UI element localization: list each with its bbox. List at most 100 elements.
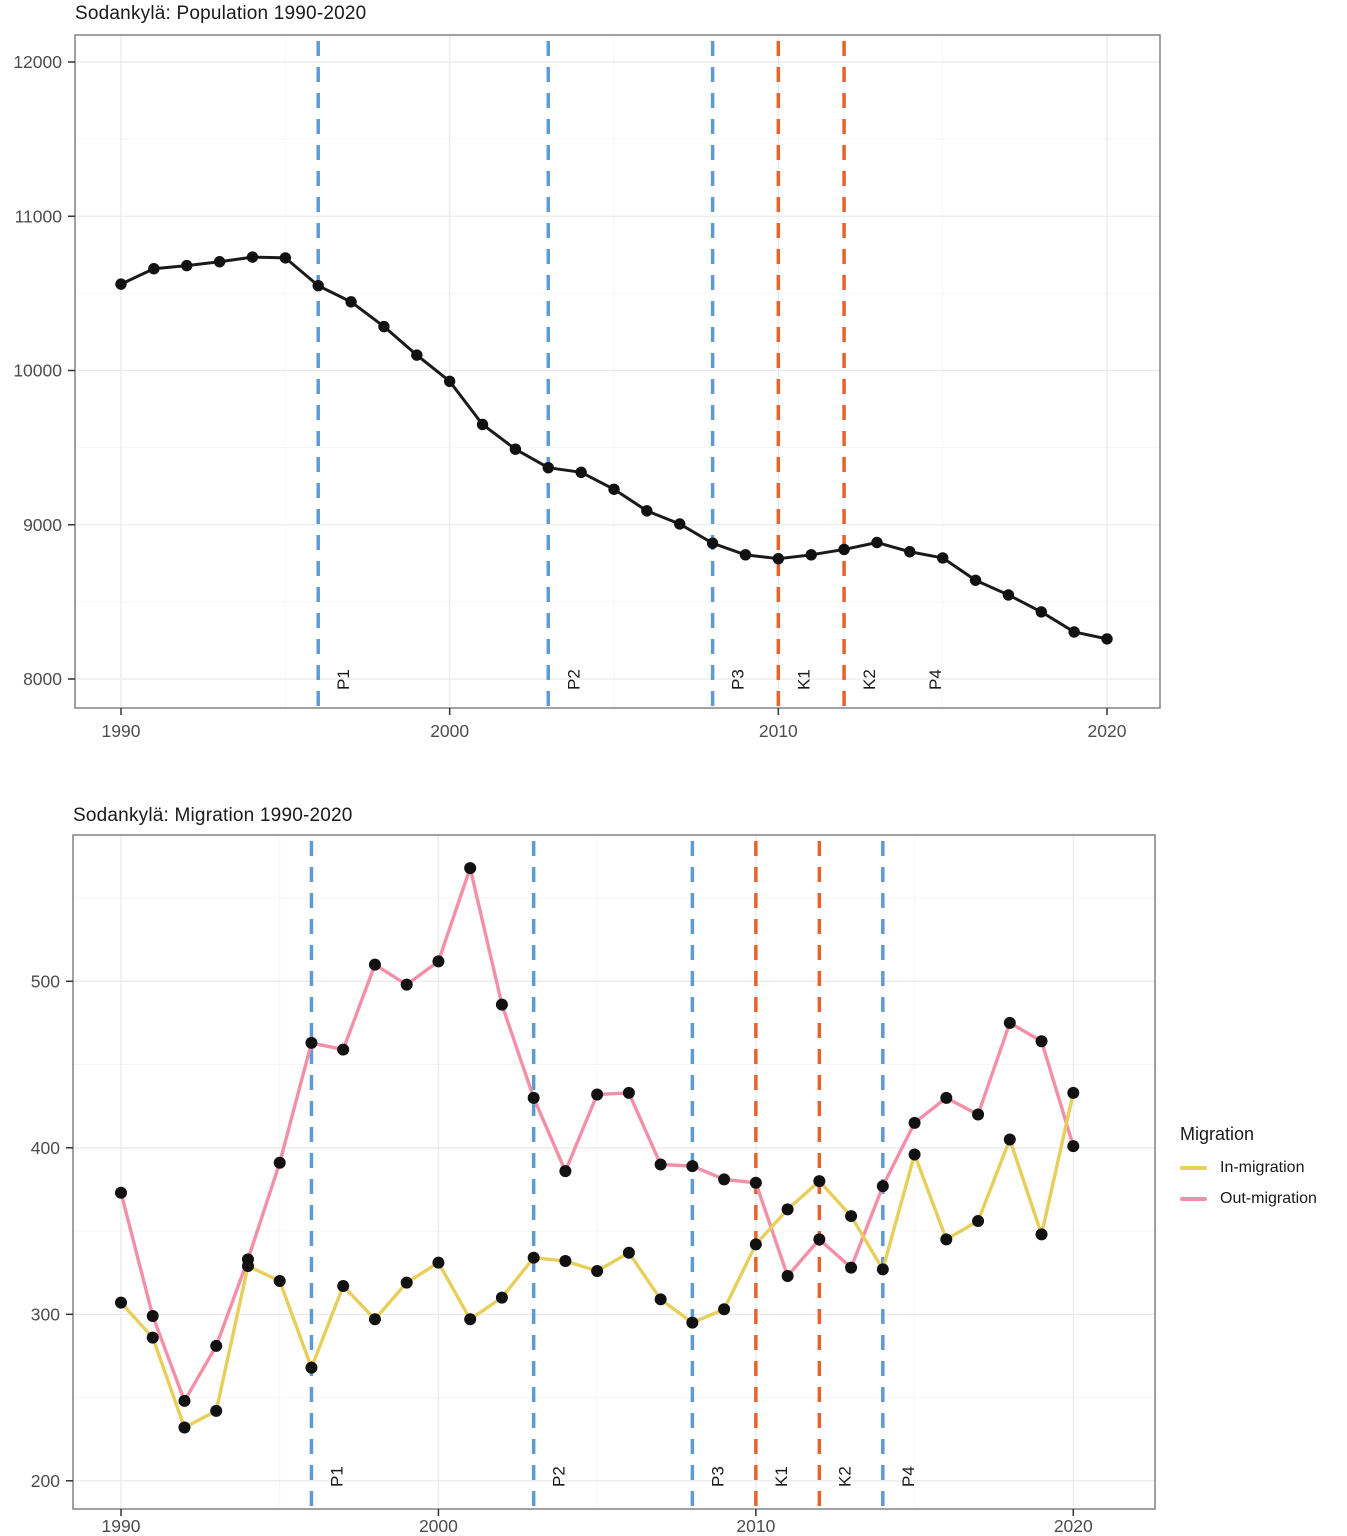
migration-point (400, 978, 413, 991)
population-point (115, 278, 127, 290)
vline-label-K1: K1 (794, 669, 813, 690)
migration-point (686, 1316, 699, 1329)
migration-point (876, 1263, 889, 1276)
population-point (1035, 606, 1047, 618)
population-chart: 8000 9000 10000 11000 12000 1990 2000 2010 2020 P… (13, 34, 1161, 741)
migration-chart-title: Sodankylä: Migration 1990-2020 (73, 805, 353, 826)
migration-point (146, 1331, 159, 1344)
migration-point (400, 1276, 413, 1289)
migration-point (654, 1158, 667, 1171)
migration-point (972, 1108, 985, 1121)
population-point (871, 536, 883, 549)
migration-point (368, 1313, 381, 1326)
migration-point (813, 1175, 826, 1188)
vline-label-K2: K2 (860, 669, 879, 690)
migration-point (305, 1361, 318, 1374)
migration-point (527, 1251, 540, 1264)
population-point (805, 549, 817, 561)
migration-point (337, 1279, 350, 1292)
population-point (1068, 626, 1080, 638)
migration-point (591, 1265, 604, 1278)
population-point (1101, 633, 1113, 645)
y-tick-label: 11000 (15, 206, 63, 226)
legend-label-out-migration: Out-migration (1220, 1190, 1317, 1207)
population-point (509, 443, 522, 455)
migration-point (210, 1404, 223, 1417)
y-tick-label: 10000 (13, 361, 62, 381)
migration-point (622, 1086, 635, 1099)
migration-point (749, 1238, 762, 1251)
in-migration-swatch (1180, 1166, 1207, 1170)
migration-point (940, 1233, 953, 1246)
x-tick-label: 1990 (102, 721, 141, 741)
migration-point (559, 1255, 572, 1268)
migration-point (464, 1313, 477, 1326)
y-tick-label: 9000 (23, 515, 62, 535)
population-point (443, 375, 456, 387)
population-point (279, 252, 292, 264)
migration-point (1035, 1228, 1048, 1241)
migration-point (908, 1148, 921, 1161)
x-tick-label: 2020 (1088, 721, 1127, 741)
population-point (608, 483, 620, 495)
population-point (838, 543, 850, 556)
vline-label-P4: P4 (926, 669, 945, 690)
migration-point (432, 955, 445, 968)
population-point (345, 296, 357, 308)
migration-point (115, 1186, 127, 1199)
migration-point (1067, 1140, 1080, 1153)
population-point (706, 537, 719, 549)
population-point (476, 418, 489, 431)
migration-legend: Migration In-migration Out-migration (1180, 1124, 1317, 1221)
population-point (1002, 589, 1015, 601)
migration-chart: 200 300 400 500 1990 2000 2010 2020 P1 P2 P3 K1 K2 P4 (31, 834, 1156, 1536)
migration-point (495, 998, 508, 1011)
y-tick-label: 400 (31, 1138, 60, 1158)
legend-label-in-migration: In-migration (1220, 1159, 1305, 1176)
y-tick-label: 200 (31, 1471, 60, 1491)
population-point (378, 320, 390, 333)
panel-border (72, 834, 1156, 1510)
migration-point (940, 1091, 953, 1104)
migration-point (718, 1173, 731, 1186)
y-tick-label: 500 (31, 971, 60, 991)
vline-label-P1: P1 (327, 1466, 346, 1487)
migration-point (908, 1116, 921, 1129)
population-point (411, 349, 423, 361)
migration-point (972, 1215, 985, 1228)
migration-point (305, 1036, 318, 1049)
population-point (542, 461, 554, 474)
migration-point (464, 862, 477, 875)
migration-point (1003, 1016, 1016, 1029)
migration-point (845, 1210, 858, 1223)
legend-title: Migration (1180, 1124, 1255, 1144)
migration-point (273, 1156, 286, 1169)
migration-point (241, 1260, 254, 1273)
vline-label-P1: P1 (334, 669, 353, 690)
migration-point (337, 1043, 350, 1056)
migration-point (1035, 1035, 1048, 1048)
x-tick-label: 2000 (430, 721, 469, 741)
x-tick-label: 2000 (419, 1516, 458, 1536)
migration-point (686, 1160, 699, 1173)
legend-item-out-migration: Out-migration (1180, 1190, 1317, 1208)
migration-point (845, 1261, 858, 1274)
population-point (772, 552, 785, 565)
population-point (181, 259, 193, 272)
vline-label-P2: P2 (564, 669, 583, 690)
migration-point (813, 1233, 826, 1246)
population-point (312, 279, 324, 292)
population-point (674, 518, 686, 530)
x-tick-label: 1990 (102, 1516, 141, 1536)
migration-point (781, 1203, 794, 1216)
migration-point (781, 1270, 794, 1283)
migration-point (432, 1256, 445, 1269)
population-chart-title: Sodankylä: Population 1990-2020 (75, 3, 367, 24)
vline-label-P4: P4 (899, 1466, 918, 1487)
y-tick-label: 300 (31, 1304, 60, 1324)
vline-label-P2: P2 (550, 1466, 569, 1487)
migration-point (1067, 1086, 1080, 1099)
population-point (739, 549, 752, 561)
migration-point (876, 1180, 889, 1193)
migration-point (622, 1246, 635, 1259)
